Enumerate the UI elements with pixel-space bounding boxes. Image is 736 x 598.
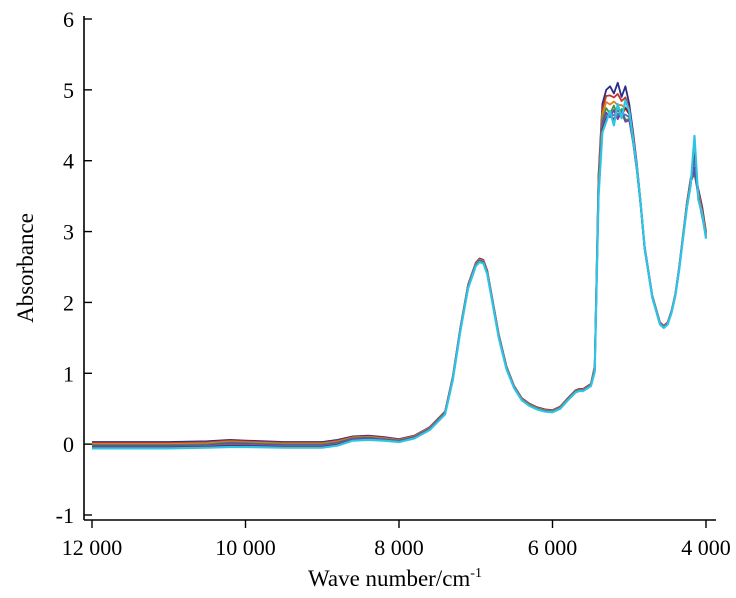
- spectrum-line: [92, 109, 707, 447]
- x-tick-label: 12 000: [62, 535, 123, 560]
- y-tick-label: 2: [63, 290, 74, 315]
- x-axis-label: Wave number/cm-1: [308, 566, 482, 591]
- y-tick-label: -1: [56, 503, 74, 528]
- x-tick-label: 10 000: [215, 535, 276, 560]
- spectrum-line: [92, 104, 707, 446]
- y-axis-label: Absorbance: [13, 213, 38, 323]
- x-tick-label: 4 000: [681, 535, 731, 560]
- spectrum-line: [92, 81, 707, 443]
- axes-layer: [83, 16, 716, 521]
- y-tick-label: 6: [63, 7, 74, 32]
- spectrum-line: [92, 93, 707, 444]
- x-tick-label: 8 000: [374, 535, 424, 560]
- y-tick-label: 3: [63, 220, 74, 245]
- x-axis-label-text: Wave number/cm: [308, 566, 470, 591]
- x-axis-label-superscript: -1: [470, 566, 482, 581]
- spectrum-line: [92, 99, 708, 450]
- x-tick-label: 6 000: [528, 535, 578, 560]
- spectrum-line: [92, 106, 707, 449]
- y-tick-label: 4: [63, 149, 74, 174]
- y-tick-label: 1: [63, 361, 74, 386]
- y-tick-label: 0: [63, 432, 74, 457]
- ticks-layer: -1 0 1 2 3 4 5 6 12 000 10 000 8 000 6 000 4 000: [56, 7, 731, 560]
- spectrum-line: [92, 100, 707, 445]
- series-layer: [92, 81, 708, 450]
- spectrum-line: [92, 113, 707, 448]
- y-tick-label: 5: [63, 78, 74, 103]
